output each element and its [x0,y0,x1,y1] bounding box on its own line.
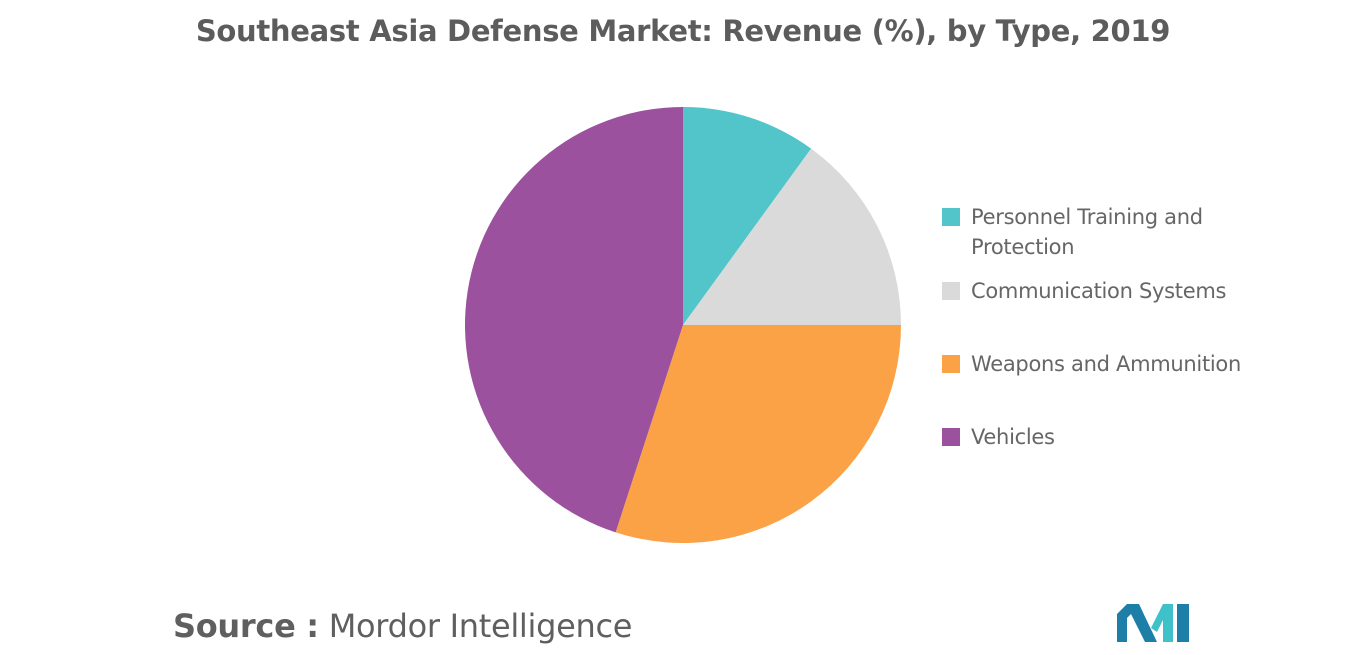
source-note: Source : Mordor Intelligence [173,607,632,645]
legend-item-vehicles: Vehicles [942,424,1241,452]
chart-title: Southeast Asia Defense Market: Revenue (… [195,14,1171,48]
pie-slice-personnel-training-and-protection [683,107,812,325]
mordor-intelligence-logo-icon [1117,604,1189,642]
legend-swatch-personnel-training [942,208,960,226]
source-prefix: Source : [173,607,319,645]
legend-label-personnel-training: Personnel Training and Protection [971,205,1203,259]
legend-swatch-vehicles [942,428,960,446]
legend-label-weapons-ammunition: Weapons and Ammunition [971,352,1241,376]
legend-swatch-communication-systems [942,282,960,300]
pie-slice-vehicles [465,107,683,533]
legend-item-communication-systems: Communication Systems [942,278,1241,306]
legend-label-communication-systems: Communication Systems [971,279,1227,303]
source-text: Mordor Intelligence [328,607,633,645]
pie-slice-communication-systems [683,148,901,325]
legend-item-personnel-training: Personnel Training and Protection [942,204,1241,262]
legend-label-vehicles: Vehicles [971,425,1055,449]
legend-swatch-weapons-ammunition [942,355,960,373]
pie-slice-weapons-and-ammunition [615,325,901,543]
legend-item-weapons-ammunition: Weapons and Ammunition [942,351,1241,379]
